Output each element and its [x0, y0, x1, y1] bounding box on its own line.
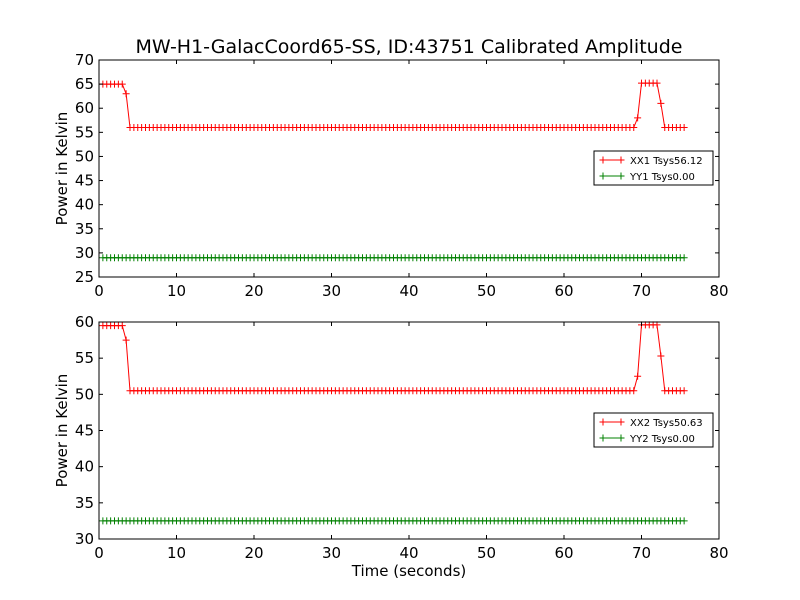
legend-marker — [617, 418, 625, 426]
x-tick-label: 20 — [244, 282, 263, 300]
y-tick-label: 50 — [75, 147, 94, 165]
x-tick-label: 40 — [399, 544, 418, 562]
x-tick-label: 10 — [167, 282, 186, 300]
x-tick-label: 0 — [94, 282, 104, 300]
series-line — [102, 324, 685, 392]
x-tick-label: 60 — [554, 544, 573, 562]
legend-marker — [617, 156, 625, 164]
x-tick-label: 30 — [322, 282, 341, 300]
x-tick-label: 50 — [477, 544, 496, 562]
data-point — [680, 124, 688, 132]
y-tick-label: 35 — [75, 220, 94, 238]
legend-marker — [599, 172, 607, 180]
y-tick-label: 25 — [75, 268, 94, 286]
y-tick-label: 50 — [75, 385, 94, 403]
x-tick-label: 70 — [632, 282, 651, 300]
x-tick-label: 70 — [632, 544, 651, 562]
series-xx2 — [99, 321, 688, 395]
x-tick-label: 20 — [244, 544, 263, 562]
x-tick-label: 60 — [554, 282, 573, 300]
y-tick-label: 55 — [75, 123, 94, 141]
legend-marker — [599, 418, 607, 426]
y-tick-label: 45 — [75, 172, 94, 190]
subplot-2: 0 10 20 30 40 50 60 70 80 30 35 40 45 50 55 60 Power in … — [53, 313, 729, 580]
y-tick-label: 65 — [75, 75, 94, 93]
subplot-1: 0 10 20 30 40 50 60 70 80 25 30 35 40 45 50 55 60 65 70 Pow… — [53, 51, 729, 300]
x-tick-label: 0 — [94, 544, 104, 562]
data-point — [122, 90, 130, 98]
legend: XX1 Tsys56.12 YY1 Tsys0.00 — [593, 150, 714, 186]
legend-label: XX2 Tsys50.63 — [630, 418, 703, 429]
data-point — [680, 387, 688, 395]
data-point — [653, 321, 661, 329]
legend-label: XX1 Tsys56.12 — [630, 156, 703, 167]
data-point — [122, 336, 130, 344]
legend-marker — [617, 172, 625, 180]
x-tick-label: 30 — [322, 544, 341, 562]
y-tick-label: 60 — [75, 313, 94, 331]
legend-box — [593, 412, 714, 448]
y-tick-label: 70 — [75, 51, 94, 69]
x-tick-label: 40 — [399, 282, 418, 300]
data-point — [634, 114, 642, 122]
y-tick-label: 35 — [75, 494, 94, 512]
data-point — [680, 254, 688, 262]
x-tick-label: 50 — [477, 282, 496, 300]
x-axis-label: Time (seconds) — [351, 562, 467, 580]
y-tick-label: 30 — [75, 530, 94, 548]
y-tick-label: 40 — [75, 458, 94, 476]
legend: XX2 Tsys50.63 YY2 Tsys0.00 — [593, 412, 714, 448]
data-point — [657, 99, 665, 107]
data-point — [657, 352, 665, 360]
data-point — [653, 79, 661, 87]
data-point — [630, 387, 638, 395]
legend-marker — [617, 434, 625, 442]
x-tick-label: 80 — [709, 282, 728, 300]
legend-box — [593, 150, 714, 186]
y-tick-label: 40 — [75, 196, 94, 214]
legend-marker — [599, 156, 607, 164]
data-point — [118, 80, 126, 88]
series-xx1 — [99, 79, 688, 132]
data-point — [118, 322, 126, 330]
y-tick-label: 30 — [75, 244, 94, 262]
legend-label: YY1 Tsys0.00 — [629, 172, 695, 183]
series-yy1 — [99, 254, 688, 262]
legend-marker — [599, 434, 607, 442]
y-axis-label: Power in Kelvin — [53, 112, 71, 226]
series-yy2 — [99, 517, 688, 525]
x-tick-label: 10 — [167, 544, 186, 562]
data-point — [680, 517, 688, 525]
data-point — [634, 372, 642, 380]
y-axis-label: Power in Kelvin — [53, 374, 71, 488]
data-point — [630, 124, 638, 132]
series-line — [102, 82, 685, 129]
legend-label: YY2 Tsys0.00 — [629, 434, 695, 445]
chart-title: MW-H1-GalacCoord65-SS, ID:43751 Calibrat… — [136, 36, 683, 58]
x-tick-label: 80 — [709, 544, 728, 562]
y-tick-label: 55 — [75, 349, 94, 367]
y-tick-label: 45 — [75, 422, 94, 440]
y-tick-label: 60 — [75, 99, 94, 117]
